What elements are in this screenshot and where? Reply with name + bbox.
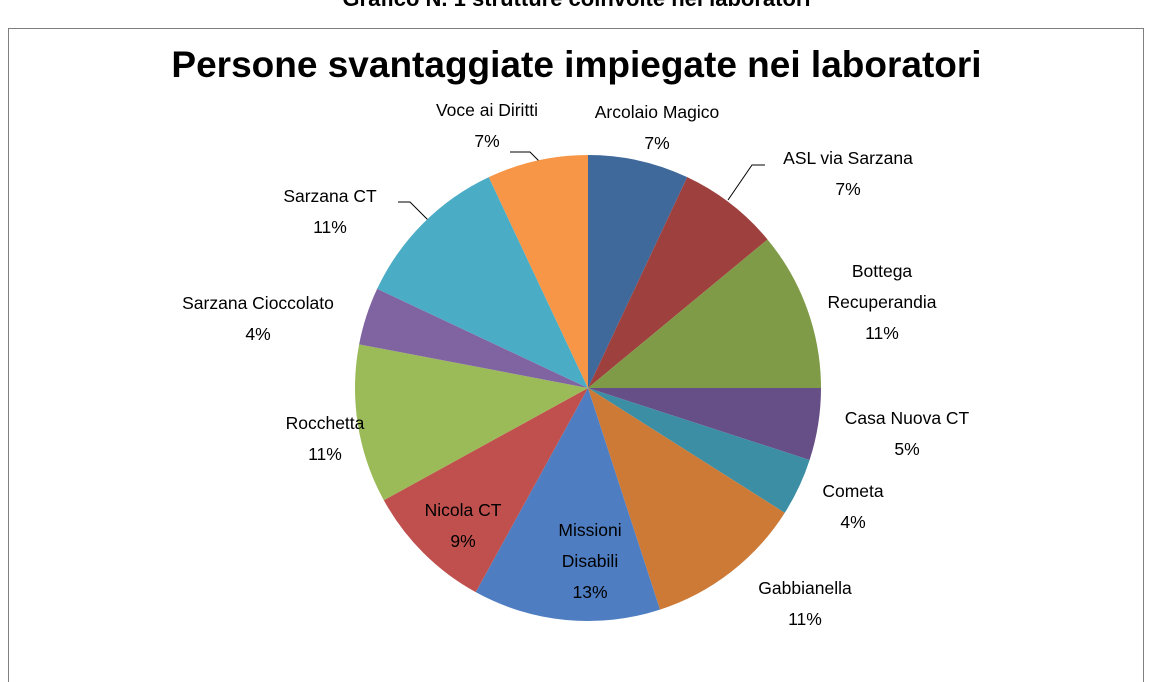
slice-label: Arcolaio Magico 7% <box>557 97 757 159</box>
category-label: Sarzana CT <box>283 186 377 206</box>
slice-label: Rocchetta 11% <box>255 408 395 470</box>
slice-label: Nicola CT 9% <box>403 495 523 557</box>
caption: Grafico N. 1 strutture coinvolte nei lab… <box>0 0 1153 12</box>
chart-title: Persone svantaggiate impiegate nei labor… <box>171 44 982 85</box>
pie-slice <box>588 239 821 388</box>
pie-slice <box>588 177 768 388</box>
slice-label: Voce ai Diritti 7% <box>397 95 577 157</box>
pie-slice <box>377 177 588 388</box>
value-label: 9% <box>450 531 476 551</box>
leader-lines <box>398 151 765 223</box>
pie-slice <box>588 388 810 513</box>
chart-frame <box>8 28 1144 682</box>
slice-label: Gabbianella 11% <box>725 573 885 635</box>
slice-label: Sarzana CT 11% <box>250 181 410 243</box>
category-label: Casa Nuova CT <box>844 408 970 428</box>
pie-slice <box>355 344 588 501</box>
category-label: Gabbianella <box>758 578 852 598</box>
pie-slice <box>383 388 588 593</box>
pie-slice <box>588 388 785 610</box>
slice-label: Bottega Recuperandia 11% <box>807 256 957 349</box>
value-label: 11% <box>313 217 347 237</box>
value-label: 7% <box>835 179 861 199</box>
slice-label: Casa Nuova CT 5% <box>807 403 1007 465</box>
value-label: 7% <box>474 131 500 151</box>
leader-line <box>510 151 543 165</box>
pie-slice <box>488 155 588 388</box>
value-label: 7% <box>644 133 670 153</box>
value-label: 11% <box>308 444 342 464</box>
category-label: Arcolaio Magico <box>594 102 720 122</box>
category-label: Sarzana Cioccolato <box>182 293 334 313</box>
slice-label: Cometa 4% <box>793 476 913 538</box>
category-label: Voce ai Diritti <box>435 100 539 120</box>
pie-slice <box>588 155 688 388</box>
category-label: Nicola CT <box>424 500 502 520</box>
category-label: Missioni Disabili <box>558 520 622 571</box>
category-label: Rocchetta <box>285 413 365 433</box>
value-label: 4% <box>840 512 866 532</box>
pie-slice <box>359 288 588 388</box>
leader-line <box>398 201 431 223</box>
value-label: 13% <box>572 582 608 602</box>
leader-line <box>727 164 765 201</box>
value-label: 4% <box>245 324 271 344</box>
category-label: ASL via Sarzana <box>783 148 913 168</box>
category-label: Cometa <box>822 481 884 501</box>
slice-label: Missioni Disabili 13% <box>535 515 645 608</box>
pie-slice <box>588 388 821 461</box>
slice-label: ASL via Sarzana 7% <box>748 143 948 205</box>
value-label: 11% <box>788 609 822 629</box>
slice-label: Sarzana Cioccolato 4% <box>148 288 368 350</box>
value-label: 11% <box>865 323 899 343</box>
pie-slice <box>475 388 661 621</box>
value-label: 5% <box>894 439 920 459</box>
category-label: Bottega Recuperandia <box>827 261 937 312</box>
